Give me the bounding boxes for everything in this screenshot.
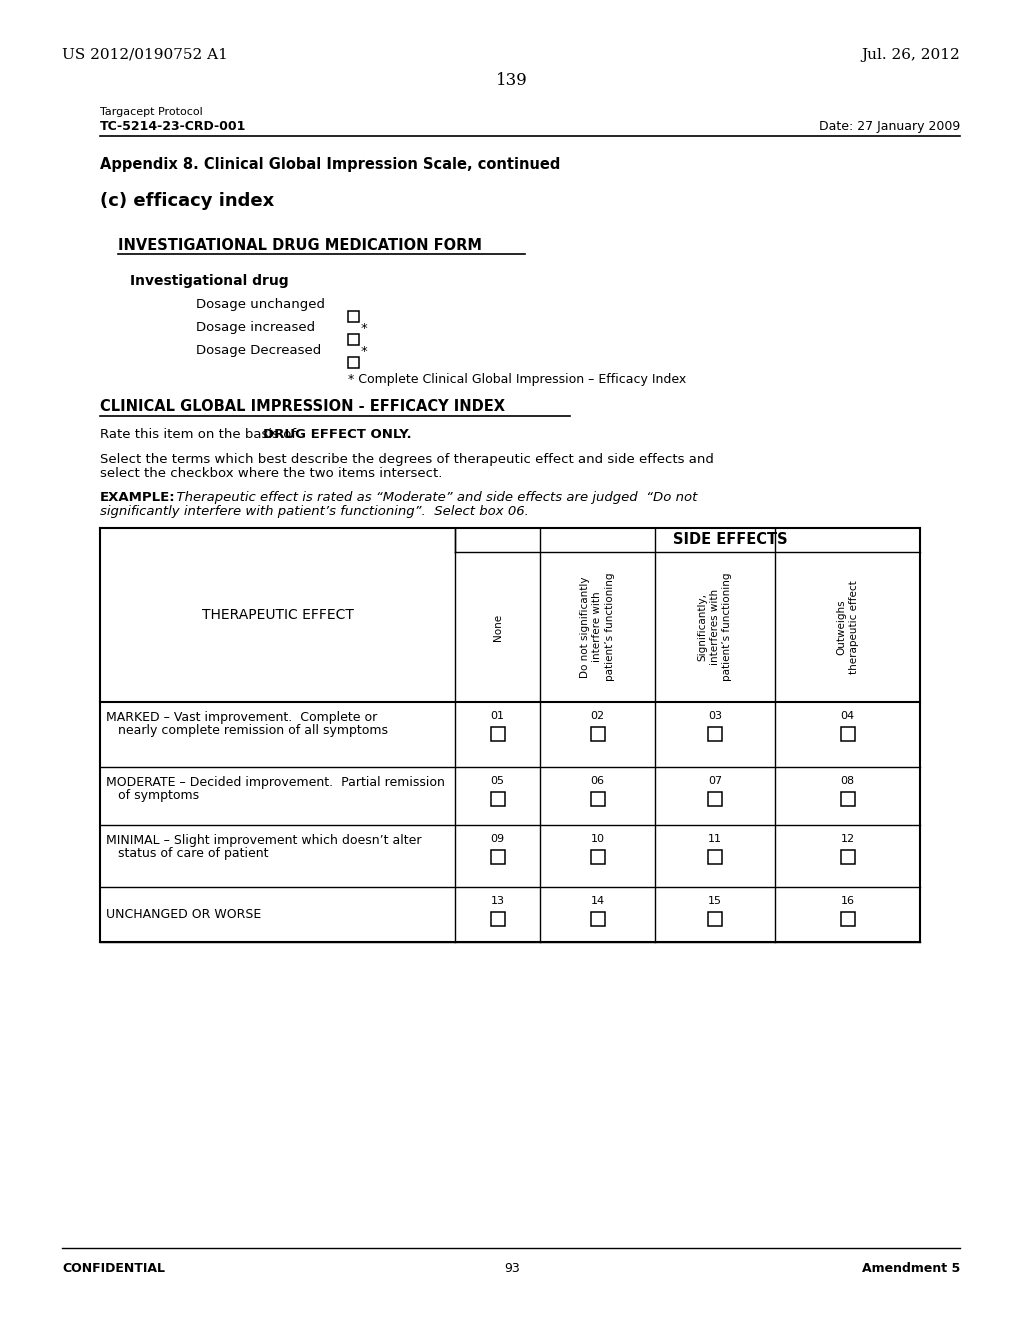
Bar [841, 850, 854, 865]
Text: CLINICAL GLOBAL IMPRESSION - EFFICACY INDEX: CLINICAL GLOBAL IMPRESSION - EFFICACY IN… [100, 399, 505, 414]
Bar [348, 334, 359, 345]
Text: CONFIDENTIAL: CONFIDENTIAL [62, 1262, 165, 1275]
Text: Therapeutic effect is rated as “Moderate” and side effects are judged  “Do not: Therapeutic effect is rated as “Moderate… [168, 491, 697, 504]
Bar [841, 792, 854, 807]
Text: Select the terms which best describe the degrees of therapeutic effect and side : Select the terms which best describe the… [100, 453, 714, 466]
Bar [708, 912, 722, 927]
Text: INVESTIGATIONAL DRUG MEDICATION FORM: INVESTIGATIONAL DRUG MEDICATION FORM [118, 238, 482, 253]
Text: status of care of patient: status of care of patient [106, 847, 268, 861]
Text: 08: 08 [841, 776, 855, 785]
Bar [708, 850, 722, 865]
Bar [348, 312, 359, 322]
Text: Investigational drug: Investigational drug [130, 275, 289, 288]
Text: *: * [361, 322, 368, 335]
Text: MINIMAL – Slight improvement which doesn’t alter: MINIMAL – Slight improvement which doesn… [106, 834, 422, 847]
Text: Amendment 5: Amendment 5 [862, 1262, 961, 1275]
Text: 93: 93 [504, 1262, 520, 1275]
Bar [708, 792, 722, 807]
Bar [348, 356, 359, 368]
Text: significantly interfere with patient’s functioning”.  Select box 06.: significantly interfere with patient’s f… [100, 506, 528, 517]
Text: 12: 12 [841, 834, 855, 843]
Text: 14: 14 [591, 896, 604, 906]
Text: 16: 16 [841, 896, 854, 906]
Text: * Complete Clinical Global Impression – Efficacy Index: * Complete Clinical Global Impression – … [348, 374, 686, 385]
Text: 02: 02 [591, 711, 604, 721]
Text: Appendix 8. Clinical Global Impression Scale, continued: Appendix 8. Clinical Global Impression S… [100, 157, 560, 172]
Text: SIDE EFFECTS: SIDE EFFECTS [673, 532, 787, 546]
Text: of symptoms: of symptoms [106, 789, 199, 803]
Text: Significantly,
interferes with
patient’s functioning: Significantly, interferes with patient’s… [697, 573, 732, 681]
Text: Targacept Protocol: Targacept Protocol [100, 107, 203, 117]
Text: US 2012/0190752 A1: US 2012/0190752 A1 [62, 48, 228, 62]
Text: Rate this item on the basis of: Rate this item on the basis of [100, 428, 300, 441]
Text: Dosage Decreased: Dosage Decreased [196, 345, 322, 356]
Text: EXAMPLE:: EXAMPLE: [100, 491, 176, 504]
Text: Dosage unchanged: Dosage unchanged [196, 298, 325, 312]
Bar [591, 912, 604, 927]
Text: 15: 15 [708, 896, 722, 906]
Text: 139: 139 [496, 73, 528, 88]
Bar [591, 850, 604, 865]
Text: Outweighs
therapeutic effect: Outweighs therapeutic effect [837, 579, 859, 675]
Text: 09: 09 [490, 834, 505, 843]
Bar [841, 912, 854, 927]
Bar [708, 727, 722, 741]
Text: 01: 01 [490, 711, 505, 721]
Text: MODERATE – Decided improvement.  Partial remission: MODERATE – Decided improvement. Partial … [106, 776, 444, 789]
Text: Do not significantly
interfere with
patient’s functioning: Do not significantly interfere with pati… [581, 573, 614, 681]
Text: 03: 03 [708, 711, 722, 721]
Bar [841, 727, 854, 741]
Text: 10: 10 [591, 834, 604, 843]
Text: UNCHANGED OR WORSE: UNCHANGED OR WORSE [106, 908, 261, 921]
Text: THERAPEUTIC EFFECT: THERAPEUTIC EFFECT [202, 609, 353, 622]
Text: 06: 06 [591, 776, 604, 785]
Text: MARKED – Vast improvement.  Complete or: MARKED – Vast improvement. Complete or [106, 711, 377, 723]
Text: *: * [361, 345, 368, 358]
Bar [490, 850, 505, 865]
Bar [490, 727, 505, 741]
Text: 05: 05 [490, 776, 505, 785]
Bar [490, 792, 505, 807]
Text: nearly complete remission of all symptoms: nearly complete remission of all symptom… [106, 723, 388, 737]
Text: DRUG EFFECT ONLY.: DRUG EFFECT ONLY. [263, 428, 412, 441]
Text: 11: 11 [708, 834, 722, 843]
Text: None: None [493, 614, 503, 640]
Text: 04: 04 [841, 711, 855, 721]
Bar [591, 727, 604, 741]
Text: TC-5214-23-CRD-001: TC-5214-23-CRD-001 [100, 120, 247, 133]
Bar [591, 792, 604, 807]
Text: (c) efficacy index: (c) efficacy index [100, 191, 274, 210]
Text: 07: 07 [708, 776, 722, 785]
Text: Date: 27 January 2009: Date: 27 January 2009 [819, 120, 961, 133]
Text: select the checkbox where the two items intersect.: select the checkbox where the two items … [100, 467, 442, 480]
Text: 13: 13 [490, 896, 505, 906]
Bar [490, 912, 505, 927]
Text: Jul. 26, 2012: Jul. 26, 2012 [861, 48, 961, 62]
Text: Dosage increased: Dosage increased [196, 321, 315, 334]
